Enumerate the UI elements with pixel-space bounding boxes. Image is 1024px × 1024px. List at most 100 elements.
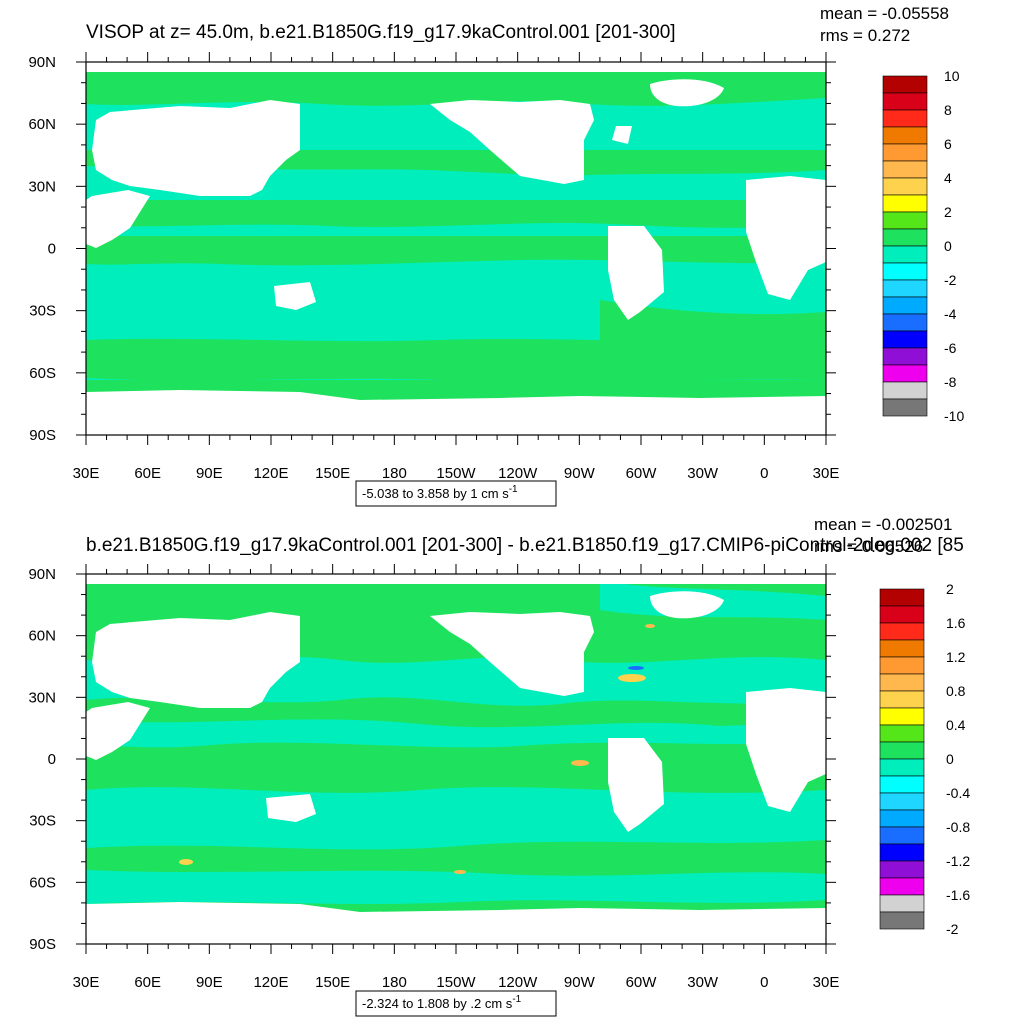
x-tick-label: 60E: [134, 465, 161, 482]
land-north-edge: [86, 574, 826, 584]
y-tick-label: 60S: [29, 365, 56, 382]
x-tick-label: 60W: [626, 465, 658, 482]
range-box-frame: [355, 480, 557, 507]
colorbar-cell: [879, 826, 925, 845]
colorbar-cell: [879, 656, 925, 675]
x-tick-label: 30W: [687, 974, 719, 991]
colorbar-label: 2: [946, 581, 954, 597]
x-tick-label: 150E: [315, 974, 350, 991]
colorbar-cell: [882, 279, 928, 298]
colorbar-label: -1.2: [946, 853, 970, 869]
y-tick-label: 90S: [29, 936, 56, 953]
panel-1-title: VISOP at z= 45.0m, b.e21.B1850G.f19_g17.…: [86, 22, 676, 43]
y-tick-label: 90N: [28, 54, 56, 71]
anomaly-spot: [628, 666, 644, 670]
colorbar-cell: [882, 211, 928, 230]
colorbar-cell: [882, 330, 928, 349]
colorbar-label: 1.6: [946, 615, 966, 631]
x-tick-label: 90W: [564, 974, 596, 991]
x-tick-label: 150E: [315, 465, 350, 482]
colorbar-cell: [879, 843, 925, 862]
colorbar-label: -10: [944, 408, 964, 424]
panel-1-range-box: -5.038 to 3.858 by 1 cm s-1: [355, 480, 557, 507]
y-tick-label: 0: [48, 751, 56, 768]
panel-2-map: [86, 574, 826, 944]
colorbar-label: 0: [944, 238, 952, 254]
x-tick-label: 150W: [436, 974, 476, 991]
x-tick-label: 30W: [687, 465, 719, 482]
panel-2-title: b.e21.B1850G.f19_g17.9kaControl.001 [201…: [86, 535, 964, 556]
colorbar-label: 4: [944, 170, 952, 186]
anomaly-spot: [454, 870, 466, 874]
x-tick-label: 30E: [813, 465, 840, 482]
colorbar-cell: [882, 381, 928, 400]
colorbar-label: 2: [944, 204, 952, 220]
colorbar-cell: [882, 160, 928, 179]
colorbar-cell: [879, 809, 925, 828]
land-north-edge: [86, 62, 826, 72]
x-tick-label: 120W: [498, 465, 538, 482]
panel-1-colorbar: 10 8 6 4 2 0 -2 -4 -6 -8 -10: [882, 68, 964, 424]
land-south-america: [608, 738, 664, 832]
colorbar-cell: [882, 109, 928, 128]
panel-1-map: [86, 62, 826, 435]
y-tick-label: 90N: [28, 566, 56, 583]
colorbar-cell: [879, 639, 925, 658]
y-tick-label: 0: [48, 241, 56, 258]
land-greenland: [650, 591, 724, 619]
colorbar-cell: [882, 398, 928, 417]
colorbar-label: -2: [944, 272, 957, 288]
colorbar-cell: [882, 245, 928, 264]
x-tick-label: 120E: [253, 465, 288, 482]
y-tick-label: 60N: [28, 116, 56, 133]
y-tick-label: 60N: [28, 628, 56, 645]
band-southern-ocean: [86, 870, 826, 904]
colorbar-cell: [882, 364, 928, 383]
y-tick-label: 30N: [28, 178, 56, 195]
colorbar-label: 6: [944, 136, 952, 152]
band-north-sub: [86, 200, 826, 228]
colorbar-cell: [879, 741, 925, 760]
x-tick-label: 90W: [564, 465, 596, 482]
anomaly-spot: [618, 674, 646, 682]
colorbar-cell: [879, 690, 925, 709]
x-tick-label: 30E: [73, 974, 100, 991]
x-tick-label: 90E: [196, 974, 223, 991]
land-antarctica: [86, 902, 826, 944]
y-tick-label: 30S: [29, 303, 56, 320]
colorbar-label: -6: [944, 340, 957, 356]
land-australia: [274, 282, 316, 310]
colorbar-cell: [879, 758, 925, 777]
colorbar-cell: [882, 143, 928, 162]
band-south-atlantic: [600, 300, 826, 347]
x-tick-label: 180: [382, 465, 407, 482]
x-tick-label: 180: [382, 974, 407, 991]
colorbar-cell: [882, 75, 928, 94]
colorbar-label: 0.8: [946, 683, 966, 699]
anomaly-spot: [179, 859, 193, 865]
x-tick-label: 0: [760, 974, 768, 991]
land-australia: [266, 794, 316, 822]
x-tick-label: 0: [760, 465, 768, 482]
colorbar-cell: [879, 775, 925, 794]
panel-2: b.e21.B1850G.f19_g17.9kaControl.001 [201…: [28, 515, 970, 1017]
land-arabia-india: [86, 190, 150, 248]
x-tick-label: 120W: [498, 974, 538, 991]
x-tick-label: 30E: [73, 465, 100, 482]
panel-1-mean: mean = -0.05558: [820, 4, 949, 23]
colorbar-cell: [879, 792, 925, 811]
colorbar-cell: [879, 588, 925, 607]
colorbar-cell: [882, 126, 928, 145]
colorbar-cell: [879, 894, 925, 913]
colorbar-cell: [882, 313, 928, 332]
colorbar-label: 0: [946, 751, 954, 767]
panel-1-rms: rms = 0.272: [820, 26, 910, 45]
x-tick-label: 150W: [436, 465, 476, 482]
panel-2-rms: rms = 0.06526: [814, 537, 923, 556]
colorbar-cell: [879, 673, 925, 692]
panel-2-axes: 30E 60E 90E 120E 150E 180 150W 120W 90W 60W 30W 0 30…: [28, 564, 839, 991]
colorbar-label: -0.4: [946, 785, 970, 801]
colorbar-cell: [882, 177, 928, 196]
colorbar-cell: [882, 228, 928, 247]
